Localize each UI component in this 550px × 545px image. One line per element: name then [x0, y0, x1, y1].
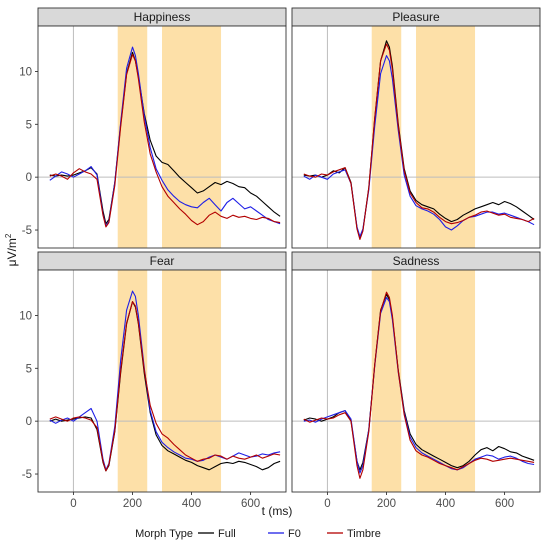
series-line-timbre: [303, 43, 535, 241]
panel-title: Happiness: [134, 10, 191, 24]
shaded-window: [117, 26, 148, 248]
legend-label-full: Full: [218, 528, 236, 540]
x-axis-title: t (ms): [262, 504, 293, 518]
panel-happiness: Happiness -5 0 5 10: [19, 7, 287, 249]
legend: Morph Type Full F0 Timbre: [135, 528, 381, 540]
series-line-timbre: [49, 53, 281, 228]
x-tick-label: 600: [241, 498, 260, 510]
y-tick-label: 0: [26, 172, 32, 184]
y-tick-label: 10: [19, 310, 32, 322]
y-tick-label: 5: [26, 363, 32, 375]
panel-border: [37, 25, 287, 249]
panel-pleasure: Pleasure: [291, 7, 541, 249]
panel-border: [291, 25, 541, 249]
legend-entry-timbre: Timbre: [327, 528, 381, 540]
x-tick-label: 0: [70, 498, 76, 510]
y-axis-title: μV/m2: [4, 233, 19, 266]
series-line-f0: [303, 296, 535, 474]
shaded-window: [371, 270, 402, 492]
legend-entry-full: Full: [198, 528, 236, 540]
panel-border: [37, 269, 287, 493]
y-tick-label: 0: [26, 416, 32, 428]
series-line-f0: [49, 46, 281, 227]
series-line-f0: [303, 55, 535, 237]
y-tick-label: -5: [22, 225, 32, 237]
panel-border: [291, 269, 541, 493]
panel-title: Sadness: [393, 254, 440, 268]
panel-fear: Fear -5 0 5 10 0 200 400 600: [19, 251, 287, 510]
x-tick-label: 600: [495, 498, 514, 510]
y-tick-label: 10: [19, 66, 32, 78]
y-tick-label: -5: [22, 469, 32, 481]
shaded-window: [371, 26, 402, 248]
shaded-window: [416, 26, 476, 248]
legend-title: Morph Type: [135, 528, 193, 540]
panel-title: Fear: [150, 254, 175, 268]
panels-layer: Happiness -5 0 5 10 Pleasure Fear -5 0 5 10 0 200 400…: [19, 7, 541, 510]
x-tick-label: 200: [123, 498, 142, 510]
panel-title: Pleasure: [392, 10, 440, 24]
series-line-timbre: [303, 291, 535, 479]
series-line-timbre: [49, 301, 281, 472]
y-tick-label: 5: [26, 119, 32, 131]
series-line-f0: [49, 290, 281, 471]
shaded-window: [162, 270, 222, 492]
shaded-window: [416, 270, 476, 492]
series-line-full: [49, 51, 281, 225]
series-line-full: [49, 301, 281, 472]
legend-label-timbre: Timbre: [347, 528, 381, 540]
legend-entry-f0: F0: [268, 528, 301, 540]
shaded-window: [162, 26, 222, 248]
panel-sadness: Sadness 0 200 400 600: [291, 251, 541, 510]
x-tick-label: 0: [324, 498, 330, 510]
x-tick-label: 400: [436, 498, 455, 510]
legend-label-f0: F0: [288, 528, 301, 540]
x-tick-label: 200: [377, 498, 396, 510]
shaded-window: [117, 270, 148, 492]
x-tick-label: 400: [182, 498, 201, 510]
